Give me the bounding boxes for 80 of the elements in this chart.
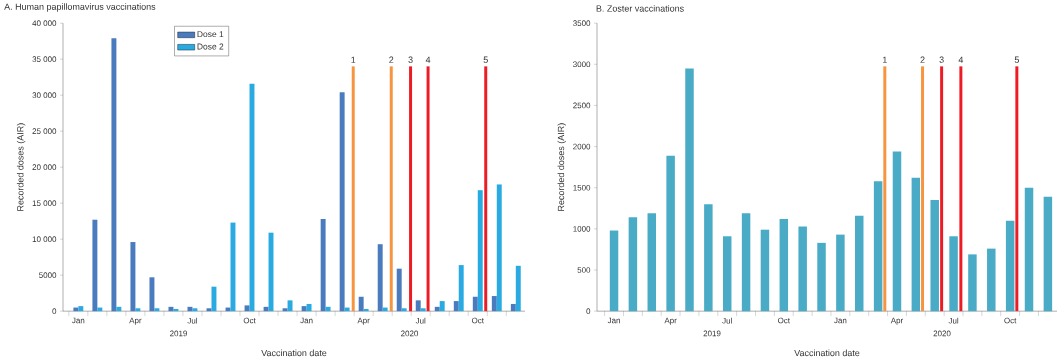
bar xyxy=(685,68,694,312)
bar xyxy=(510,303,516,312)
bar xyxy=(173,308,179,312)
ref-line-label: 2 xyxy=(389,56,394,63)
bar xyxy=(154,308,160,312)
bar xyxy=(363,308,369,312)
bar xyxy=(301,306,307,312)
ref-line-label: 3 xyxy=(408,56,413,63)
bar xyxy=(892,151,902,312)
bar xyxy=(130,241,136,312)
bar xyxy=(836,234,845,312)
bar xyxy=(741,213,751,312)
bar xyxy=(779,218,789,312)
bar xyxy=(287,300,293,312)
bar xyxy=(116,306,122,312)
bar xyxy=(135,308,141,312)
chart-title: B. Zoster vaccinations xyxy=(596,5,684,12)
bar xyxy=(415,300,421,312)
bar xyxy=(472,296,478,312)
bar xyxy=(1024,187,1034,312)
bar xyxy=(1043,196,1053,312)
bar xyxy=(244,305,250,312)
x-axis-title: Vaccination date xyxy=(261,349,327,357)
bar xyxy=(149,277,155,312)
bar xyxy=(458,265,464,312)
y-axis-title: Recorded doses (AIR) xyxy=(557,123,566,211)
bar xyxy=(873,181,883,312)
bar xyxy=(168,306,174,312)
bar xyxy=(496,184,502,312)
bar xyxy=(987,248,996,312)
bar xyxy=(111,38,117,312)
bar xyxy=(760,229,770,312)
ref-line-label: 5 xyxy=(1014,56,1019,63)
bar xyxy=(515,265,521,312)
bar xyxy=(263,306,269,312)
legend-label: Dose 1 xyxy=(197,31,224,38)
bar xyxy=(320,218,326,312)
bar xyxy=(453,301,459,312)
bar xyxy=(358,296,364,312)
bar xyxy=(930,199,939,312)
bar xyxy=(78,306,84,312)
bar xyxy=(949,236,958,312)
ref-line-label: 3 xyxy=(939,56,944,63)
bar xyxy=(401,308,407,312)
bar xyxy=(491,295,497,312)
bar xyxy=(306,303,312,312)
bar xyxy=(377,244,383,312)
bar xyxy=(325,306,331,312)
bar xyxy=(722,236,732,312)
bar xyxy=(211,286,217,312)
bar xyxy=(911,177,921,312)
legend-label: Dose 2 xyxy=(197,43,224,50)
bar xyxy=(92,219,98,312)
bar xyxy=(609,230,619,312)
bar xyxy=(439,301,445,312)
bar xyxy=(192,308,198,312)
bar xyxy=(434,306,440,312)
ref-line-label: 2 xyxy=(920,56,925,63)
ref-line-label: 1 xyxy=(351,56,356,63)
bar xyxy=(339,92,345,312)
bar xyxy=(855,215,864,312)
bar xyxy=(704,204,713,312)
chart-title: A. Human papillomavirus vaccinations xyxy=(4,3,156,12)
bar xyxy=(1005,220,1015,312)
bar xyxy=(282,308,288,312)
bar xyxy=(628,217,638,312)
bar xyxy=(396,268,402,312)
bar xyxy=(477,190,483,312)
ref-line-label: 1 xyxy=(883,56,887,63)
bar xyxy=(420,308,426,312)
bar xyxy=(968,254,977,312)
ref-line-label: 4 xyxy=(958,56,964,63)
x-axis-title: Vaccination date xyxy=(794,349,860,357)
ref-line-label: 4 xyxy=(425,56,431,63)
ref-line-label: 5 xyxy=(483,56,488,63)
bar xyxy=(817,242,826,312)
bar xyxy=(798,226,807,312)
y-axis-title: Recorded doses (AIR) xyxy=(16,123,26,211)
bar xyxy=(647,213,657,312)
bar xyxy=(666,155,675,312)
